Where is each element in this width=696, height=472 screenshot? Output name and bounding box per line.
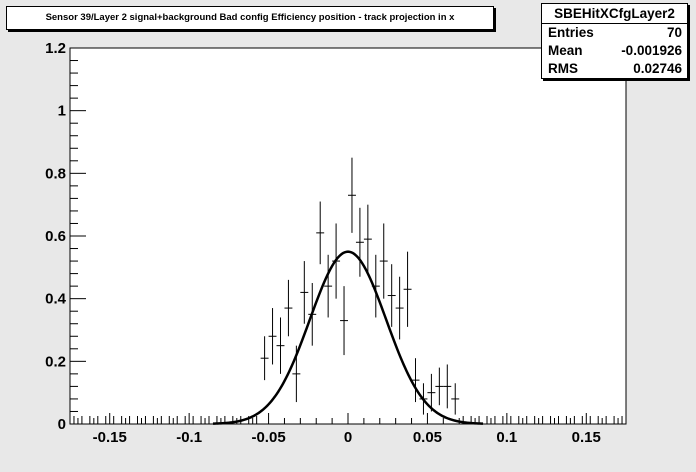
stats-label: RMS [548, 61, 578, 76]
data-point [355, 207, 364, 277]
stats-label: Mean [548, 43, 583, 58]
stats-histogram-name: SBEHitXCfgLayer2 [542, 4, 687, 24]
stats-row-mean: Mean -0.001926 [542, 42, 687, 60]
plot-frame [69, 47, 627, 425]
data-point [260, 336, 269, 381]
data-point [300, 261, 309, 324]
plot-title: Sensor 39/Layer 2 signal+background Bad … [6, 6, 494, 30]
x-tick-label: -0.05 [251, 429, 285, 446]
data-point [403, 251, 412, 327]
y-tick-label: 1.2 [45, 40, 66, 57]
axes [70, 47, 619, 425]
data-point [387, 264, 396, 327]
y-tick-label: 0.2 [45, 353, 66, 370]
y-tick-label: 0.8 [45, 165, 66, 182]
data-point [340, 286, 348, 356]
x-tick-label: 0 [344, 429, 352, 446]
y-tick-label: 0.4 [45, 291, 67, 308]
stats-label: Entries [548, 25, 594, 40]
stats-row-rms: RMS 0.02746 [542, 60, 687, 78]
data-point [324, 254, 333, 318]
data-point [435, 367, 444, 406]
x-tick-label: 0.15 [572, 429, 601, 446]
stats-value: 0.02746 [633, 61, 682, 76]
data-point [316, 201, 325, 265]
data-point [276, 317, 285, 374]
data-point [443, 364, 452, 409]
stats-row-entries: Entries 70 [542, 24, 687, 42]
data-points [260, 157, 460, 415]
stats-value: 70 [666, 25, 682, 40]
data-point [427, 373, 436, 412]
y-tick-label: 0.6 [45, 228, 66, 245]
tick-labels: -0.15 -0.1 -0.05 0 0.05 0.1 0.15 0 0.2 0.4 0.6 0.8 1… [45, 40, 601, 446]
y-tick-label: 0 [58, 416, 66, 433]
data-point [411, 358, 420, 403]
stats-value: -0.001926 [621, 43, 682, 58]
data-point [395, 276, 404, 340]
x-tick-label: -0.15 [93, 429, 127, 446]
y-tick-label: 1 [58, 103, 66, 120]
x-tick-label: 0.1 [496, 429, 517, 446]
gaussian-fit-curve [212, 250, 484, 425]
data-point [268, 308, 277, 365]
x-tick-label: 0.05 [413, 429, 442, 446]
data-point [363, 204, 372, 274]
data-point [379, 223, 388, 299]
data-point [348, 157, 356, 233]
stats-box: SBEHitXCfgLayer2 Entries 70 Mean -0.0019… [541, 3, 688, 79]
data-point [451, 383, 460, 415]
x-tick-label: -0.1 [176, 429, 202, 446]
data-point [284, 279, 293, 337]
